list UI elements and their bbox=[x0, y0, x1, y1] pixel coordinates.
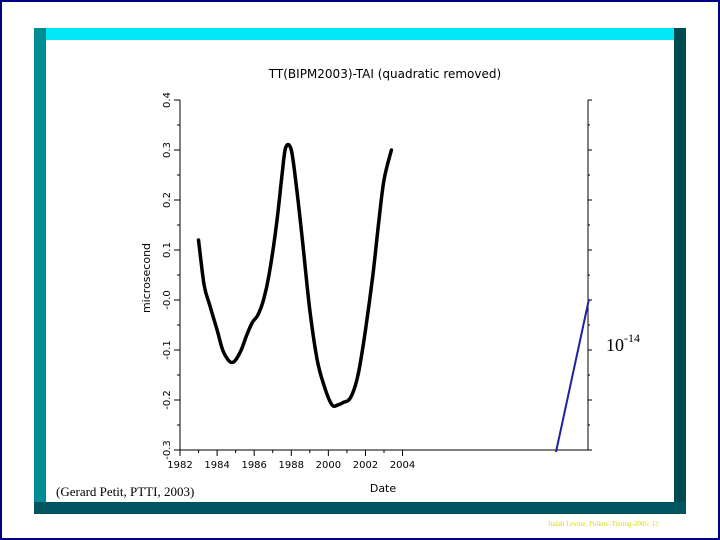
y-tick-label: -0.0 bbox=[162, 290, 173, 310]
annotation-exponent-value: -14 bbox=[624, 331, 640, 345]
ticks: 1982 1984 1986 1988 2000 2002 2004 -0.3 -0.2 -0.1… bbox=[162, 92, 592, 471]
y-axis-label: microsecond bbox=[140, 243, 153, 313]
chart-title: TT(BIPM2003)-TAI (quadratic removed) bbox=[268, 67, 501, 81]
x-tick-label: 1986 bbox=[241, 460, 266, 471]
source-credit: (Gerard Petit, PTTI, 2003) bbox=[56, 484, 195, 499]
content-panel bbox=[46, 40, 674, 502]
annotation-line bbox=[555, 298, 590, 453]
slide-footer: Judah Levine, Pulkov-Timing-2005: 12 bbox=[548, 520, 659, 528]
y-tick-label: 0.4 bbox=[162, 92, 173, 108]
frame-bevel-bottom bbox=[34, 502, 686, 514]
series bbox=[196, 142, 394, 409]
x-tick-label: 1982 bbox=[167, 460, 192, 471]
y-tick-label: -0.1 bbox=[162, 340, 173, 360]
frame-bevel-left bbox=[34, 28, 46, 514]
frame-bevel-top bbox=[34, 28, 686, 40]
y-tick-label: -0.2 bbox=[162, 390, 173, 410]
x-tick-label: 2000 bbox=[316, 460, 341, 471]
y-tick-label: 0.3 bbox=[162, 142, 173, 158]
frame-bevel-right bbox=[674, 28, 686, 514]
annotation-exponent: 10-14 bbox=[606, 331, 640, 356]
x-tick-label: 2004 bbox=[390, 460, 415, 471]
x-tick-label: 1988 bbox=[279, 460, 304, 471]
y-tick-label: -0.3 bbox=[162, 440, 173, 460]
x-tick-label: 1984 bbox=[204, 460, 229, 471]
y-tick-label: 0.2 bbox=[162, 192, 173, 208]
x-axis-label: Date bbox=[370, 482, 397, 495]
annotation-base: 10 bbox=[606, 335, 624, 355]
x-tick-label: 2002 bbox=[353, 460, 378, 471]
y-tick-label: 0.1 bbox=[162, 242, 173, 258]
axes bbox=[179, 100, 589, 451]
series-line bbox=[196, 142, 394, 409]
